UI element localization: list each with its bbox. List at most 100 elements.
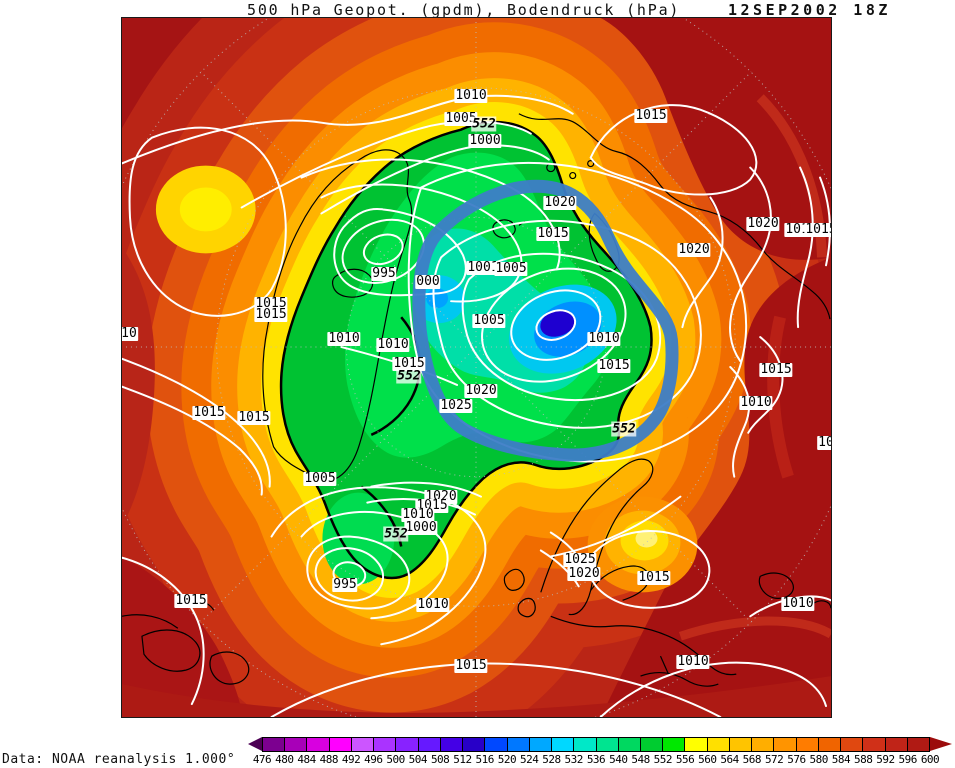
isobar-label: 1000 [404,520,438,535]
colorbar-segment [795,738,818,751]
colorbar-tick-label: 596 [898,753,918,766]
colorbar-segment [284,738,307,751]
colorbar-tick-label: 540 [609,753,628,766]
colorbar-tick-label: 532 [564,753,584,766]
isobar-label: 1005 [494,261,528,276]
colorbar-tick-label: 572 [764,753,784,766]
credits-block: Data: NOAA reanalysis 1.000° (C) Wetterz… [2,720,235,768]
isobar-label: 1010 [676,654,710,669]
colorbar-tick-label: 588 [854,753,873,766]
colorbar-segment [306,738,329,751]
colorbar-segment [328,738,351,751]
colorbar-ticks: 476 480 484 488 492 496 500 504 508 512 516 520 524 5… [253,753,940,767]
isobar-label: 10 [121,326,138,341]
colorbar-segment [706,738,729,751]
colorbar-tick-label: 564 [720,753,739,766]
colorbar-tick-label: 476 [252,753,272,766]
colorbar-tick-label: 508 [430,753,450,766]
colorbar-segment [506,738,529,751]
colorbar-segment [817,738,841,751]
colorbar-segment [263,738,285,751]
colorbar-segment [350,738,374,751]
colorbar-segment [551,738,574,751]
colorbar-tick-label: 600 [920,753,940,766]
map-labels: 1010100510001015102010151020101010151020… [122,18,831,717]
isobar-label: 1015 [454,658,488,673]
colorbar-right-arrow [930,737,952,751]
colorbar-segment [862,738,885,751]
isobar-label: 1010 [454,88,488,103]
colorbar-segment [395,738,418,751]
colorbar-tick-label: 512 [453,753,472,766]
colorbar-segment [684,738,707,751]
ridge-hotspots [155,165,698,593]
colorbar-tick-label: 528 [542,753,561,766]
colorbar-segment [417,738,440,751]
isobar-label: 1005 [472,313,506,328]
isobar-label: 1001 [466,260,500,275]
colorbar-segment [884,738,907,751]
colorbar-tick-label: 520 [497,753,517,766]
isobar-label: 1010 [327,331,361,346]
geopotential-label: 552 [471,116,497,132]
colorbar-segment [373,738,396,751]
isobar-label: 1010 [416,597,450,612]
colorbar-segment [773,738,796,751]
isobar-label: 1020 [746,216,780,231]
isobar-label: 10 [817,436,831,450]
colorbar-tick-label: 488 [319,753,339,766]
isobar-label: 1025 [439,398,473,413]
colorbar-segment [439,738,463,751]
colorbar-segment [639,738,663,751]
isobar-label: 1020 [567,566,601,581]
colorbar-segment [728,738,752,751]
colorbar-tick-label: 504 [408,753,428,766]
isobar-label: 1015 [536,226,570,241]
isobar-label: 1020 [543,195,577,210]
isobar-label: 1015 [634,108,668,123]
isobar-label: 1010 [376,337,410,352]
isobar-label: 1015 [254,296,288,311]
colorbar-tick-label: 484 [297,753,316,766]
coastlines [122,113,831,687]
isobar-label: 995 [371,266,397,281]
geopotential-label: 552 [611,421,637,437]
colorbar-segment [484,738,507,751]
colorbar-tick-label: 500 [386,753,405,766]
isobar-label: 1015 [254,307,288,322]
colorbar-segment [662,738,685,751]
geopotential-label: 552 [396,368,422,384]
colorbar-segment [528,738,552,751]
isobar-label: 1015 [174,593,208,608]
colorbar-tick-label: 580 [809,753,828,766]
colorbar-tick-label: 552 [653,753,673,766]
colorbar-tick-label: 560 [698,753,717,766]
colorbar-tick-label: 536 [586,753,606,766]
isobar-label: 1005 [303,471,337,486]
geopotential-label: 552 [383,526,409,542]
isobar-label: 995 [332,577,358,592]
isobar-label: 1015 [597,358,631,373]
colorbar-segment [906,738,930,751]
isobar-label: 1015 [392,356,426,371]
colorbar-tick-label: 548 [631,753,650,766]
colorbar-segment [462,738,485,751]
colorbar-segments [262,737,930,752]
isobar-label: 1020 [464,383,498,398]
isobar-label: 1020 [677,242,711,257]
page-title: 500 hPa Geopot. (gpdm), Bodendruck (hPa) [247,1,681,19]
isobar-label: 1000 [468,133,502,148]
colorbar-left-arrow [248,737,262,751]
isobar-label: 1015 [237,410,271,425]
colorbar-segment [840,738,863,751]
colorbar-tick-label: 556 [675,753,695,766]
colorbar-tick-label: 492 [341,753,361,766]
colorbar-tick-label: 524 [520,753,539,766]
hand-drawn-ring-annotation [412,179,679,462]
colorbar-tick-label: 496 [364,753,383,766]
isobar-label: 000 [415,274,441,289]
isobar-label: 1015 [637,570,671,585]
isobars [122,94,831,717]
isobar-label: 1005 [444,111,478,126]
